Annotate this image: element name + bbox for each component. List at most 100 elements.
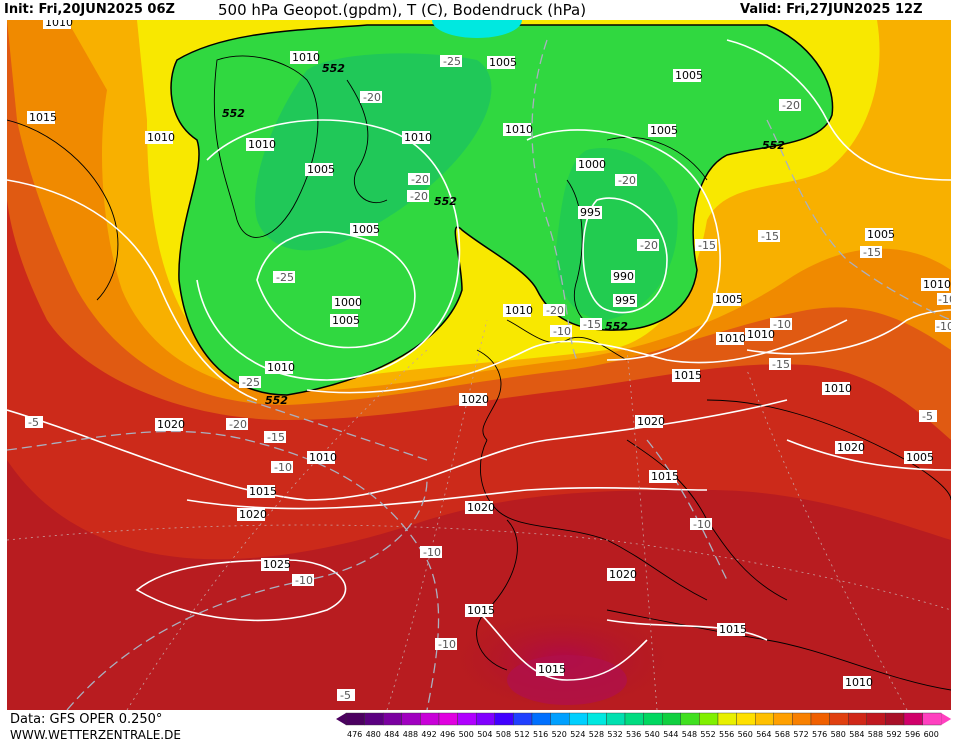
pressure-label: 1015: [536, 663, 566, 676]
scale-swatch: [531, 712, 551, 726]
svg-text:1015: 1015: [29, 111, 57, 124]
geopotential-label: 552: [265, 394, 288, 407]
svg-text:1010: 1010: [404, 131, 432, 144]
temperature-label: -10: [935, 320, 951, 333]
pressure-label: 1015: [465, 604, 495, 617]
scale-label: 552: [700, 730, 715, 739]
pressure-label: 1010: [822, 382, 852, 395]
svg-text:1005: 1005: [307, 163, 335, 176]
svg-text:1010: 1010: [45, 20, 73, 29]
scale-label: 588: [868, 730, 883, 739]
scale-swatch: [866, 712, 886, 726]
svg-text:1020: 1020: [461, 393, 489, 406]
scale-swatch: [550, 712, 570, 726]
svg-text:1010: 1010: [505, 304, 533, 317]
scale-swatch: [606, 712, 626, 726]
scale-swatch: [736, 712, 756, 726]
svg-text:-10: -10: [773, 318, 791, 331]
pressure-label: 1005: [487, 56, 517, 69]
svg-text:-25: -25: [443, 55, 461, 68]
svg-text:1015: 1015: [249, 485, 277, 498]
svg-text:1020: 1020: [837, 441, 865, 454]
pressure-label: 995: [613, 294, 637, 307]
scale-swatch: [587, 712, 607, 726]
svg-text:-5: -5: [340, 689, 351, 702]
scale-label: 512: [514, 730, 529, 739]
geopotential-label: 552: [605, 320, 628, 333]
cold-core-cyan: [432, 20, 522, 38]
pressure-label: 1010: [716, 332, 746, 345]
svg-text:-15: -15: [761, 230, 779, 243]
scale-swatch: [792, 712, 812, 726]
scale-label: 580: [831, 730, 846, 739]
svg-text:1010: 1010: [747, 328, 775, 341]
pressure-label: 1005: [673, 69, 703, 82]
temperature-label: -20: [407, 190, 429, 203]
scale-label: 544: [663, 730, 678, 739]
scale-label: 556: [719, 730, 734, 739]
temperature-label: -10: [690, 518, 712, 531]
temperature-label: -20: [226, 418, 248, 431]
svg-text:-5: -5: [922, 410, 933, 423]
svg-text:1020: 1020: [157, 418, 185, 431]
svg-text:1025: 1025: [263, 558, 291, 571]
scale-label: 492: [421, 730, 436, 739]
temperature-label: -5: [25, 416, 43, 429]
pressure-labels: 1010 1010 1010 1010 1015 1005 1005 1005 …: [27, 20, 951, 689]
geopotential-labels: 552 552 552 552 552: [222, 62, 628, 407]
svg-text:1010: 1010: [845, 676, 873, 689]
pressure-label: 1010: [503, 304, 533, 317]
scale-swatch: [699, 712, 719, 726]
scale-label: 560: [738, 730, 753, 739]
scale-swatch: [773, 712, 793, 726]
svg-text:1010: 1010: [267, 361, 295, 374]
chart-header: Init: Fri,20JUN2025 06Z 500 hPa Geopot.(…: [0, 0, 959, 20]
svg-text:-15: -15: [698, 239, 716, 252]
pressure-label: 1005: [330, 314, 360, 327]
valid-time: Valid: Fri,27JUN2025 12Z: [740, 2, 923, 17]
pressure-label: 1000: [576, 158, 606, 171]
pressure-label: 1015: [717, 623, 747, 636]
svg-text:1000: 1000: [578, 158, 606, 171]
pressure-label: 1010: [843, 676, 873, 689]
svg-text:-10: -10: [693, 518, 711, 531]
temperature-label: -15: [695, 239, 717, 252]
svg-text:990: 990: [613, 270, 634, 283]
svg-text:1020: 1020: [609, 568, 637, 581]
pressure-label: 1010: [745, 328, 775, 341]
temperature-label: -20: [615, 174, 637, 187]
scale-swatch: [475, 712, 495, 726]
svg-text:1010: 1010: [505, 123, 533, 136]
pressure-label: 1000: [332, 296, 362, 309]
temperature-label: -20: [360, 91, 382, 104]
svg-text:-10: -10: [274, 461, 292, 474]
temperature-label: -10: [435, 638, 457, 651]
pressure-label: 1025: [261, 558, 291, 571]
svg-text:-20: -20: [618, 174, 636, 187]
pressure-label: 1005: [713, 293, 743, 306]
temperature-label: -10: [271, 461, 293, 474]
temperature-label: -25: [273, 271, 295, 284]
pressure-label: 1010: [246, 138, 276, 151]
svg-text:1010: 1010: [824, 382, 852, 395]
svg-text:1020: 1020: [467, 501, 495, 514]
pressure-label: 1020: [465, 501, 495, 514]
svg-text:1020: 1020: [239, 508, 267, 521]
pressure-label: 1015: [27, 111, 57, 124]
scale-swatch: [885, 712, 905, 726]
svg-text:-25: -25: [242, 376, 260, 389]
color-scale: 476 480 484 488 492 496 500 504 508 512 516 520 524 5…: [336, 712, 952, 739]
temperature-label: -10: [550, 325, 572, 338]
temperature-label: -25: [440, 55, 462, 68]
svg-text:995: 995: [580, 206, 601, 219]
pressure-label: 1015: [672, 369, 702, 382]
scale-label: 488: [403, 730, 418, 739]
scale-label: 520: [552, 730, 567, 739]
scale-swatch: [513, 712, 533, 726]
temperature-label: -20: [543, 304, 565, 317]
svg-text:1005: 1005: [906, 451, 934, 464]
scale-label: 584: [849, 730, 864, 739]
scale-swatch: [457, 712, 477, 726]
scale-label: 600: [924, 730, 939, 739]
scale-label: 596: [905, 730, 920, 739]
